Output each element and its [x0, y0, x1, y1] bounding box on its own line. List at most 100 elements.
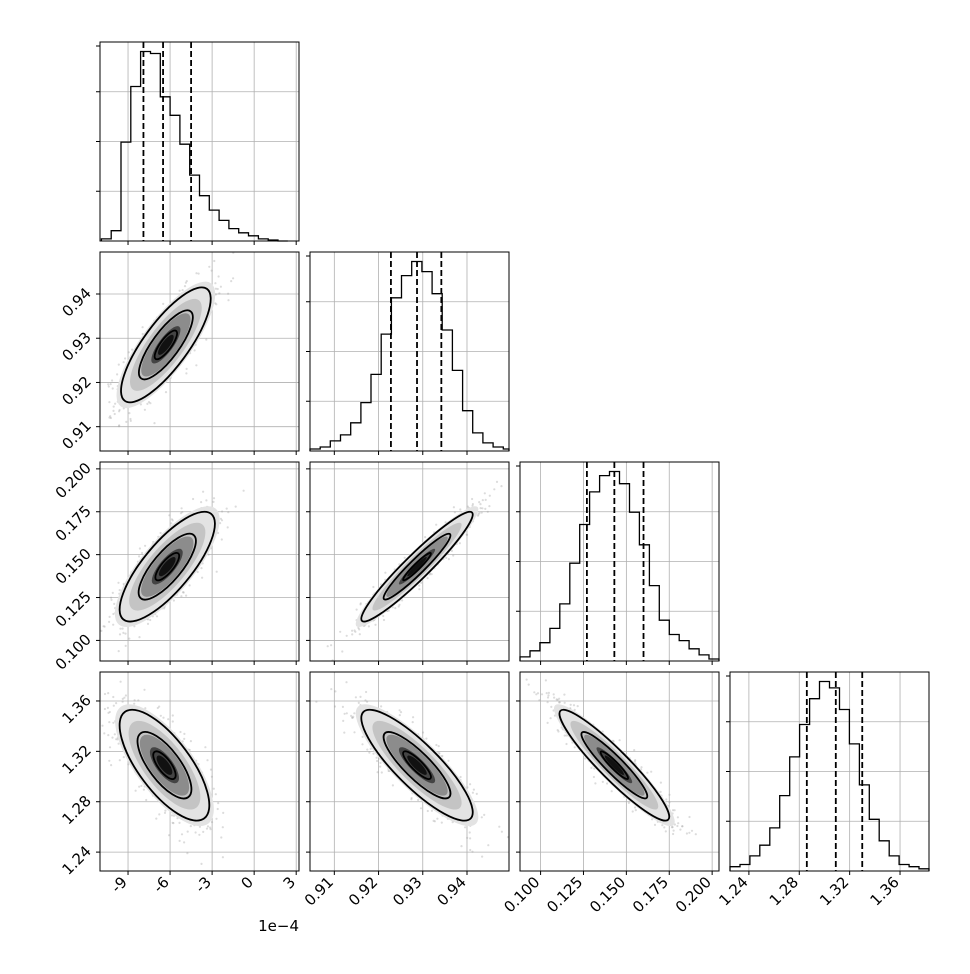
sample-point — [365, 691, 367, 693]
sample-point — [211, 821, 213, 823]
sample-point — [179, 840, 181, 842]
sample-point — [590, 767, 592, 769]
sample-point — [125, 694, 127, 696]
sample-point — [478, 512, 480, 514]
sample-point — [464, 826, 466, 828]
sample-point — [640, 766, 642, 768]
sample-point — [220, 836, 222, 838]
sample-point — [485, 499, 487, 501]
sample-point — [103, 625, 105, 627]
sample-point — [142, 326, 144, 328]
sample-point — [92, 628, 94, 630]
sample-point — [112, 592, 114, 594]
sample-point — [192, 498, 194, 500]
sample-point — [412, 721, 414, 723]
sample-point — [488, 505, 490, 507]
sample-point — [361, 743, 363, 745]
sample-point — [222, 856, 224, 858]
sample-point — [123, 697, 125, 699]
sample-point — [113, 705, 115, 707]
sample-point — [206, 828, 208, 830]
sample-point — [445, 557, 447, 559]
scatter-panel-1-3 — [310, 672, 509, 871]
sample-point — [460, 776, 462, 778]
sample-point — [118, 743, 120, 745]
sample-point — [352, 716, 354, 718]
sample-point — [372, 586, 374, 588]
sample-point — [108, 621, 110, 623]
sample-point — [123, 361, 125, 363]
sample-point — [381, 771, 383, 773]
sample-point — [112, 410, 114, 412]
sample-point — [108, 721, 110, 723]
sample-point — [170, 522, 172, 524]
panel-content — [520, 659, 719, 871]
sample-point — [342, 706, 344, 708]
sample-point — [480, 507, 482, 509]
sample-point — [89, 716, 91, 718]
sample-point — [112, 696, 114, 698]
sample-point — [417, 799, 419, 801]
sample-point — [345, 681, 347, 683]
sample-point — [220, 286, 222, 288]
sample-point — [124, 633, 126, 635]
sample-point — [215, 288, 217, 290]
sample-point — [473, 789, 475, 791]
sample-point — [435, 524, 437, 526]
panel-content — [310, 672, 509, 871]
sample-point — [372, 753, 374, 755]
sample-point — [182, 289, 184, 291]
sample-point — [222, 812, 224, 814]
sample-point — [243, 490, 245, 492]
sample-point — [122, 632, 124, 634]
panel-content — [74, 247, 299, 454]
sample-point — [379, 766, 381, 768]
sample-point — [107, 692, 109, 694]
sample-point — [671, 826, 673, 828]
sample-point — [366, 749, 368, 751]
sample-point — [351, 630, 353, 632]
sample-point — [441, 822, 443, 824]
sample-point — [164, 810, 166, 812]
sample-point — [200, 863, 202, 865]
sample-point — [195, 272, 197, 274]
sample-point — [379, 762, 381, 764]
sample-point — [215, 818, 217, 820]
sample-point — [563, 694, 565, 696]
sample-point — [129, 418, 131, 420]
sample-point — [217, 802, 219, 804]
sample-point — [112, 387, 114, 389]
sample-point — [211, 776, 213, 778]
sample-point — [125, 421, 127, 423]
sample-point — [357, 627, 359, 629]
sample-point — [330, 644, 332, 646]
sample-point — [438, 745, 440, 747]
sample-point — [334, 705, 336, 707]
sample-point — [650, 771, 652, 773]
sample-point — [431, 810, 433, 812]
sample-point — [422, 731, 424, 733]
sample-point — [178, 822, 180, 824]
sample-point — [183, 738, 185, 740]
sample-point — [179, 290, 181, 292]
sample-point — [676, 825, 678, 827]
sample-point — [611, 790, 613, 792]
sample-point — [115, 702, 117, 704]
sample-point — [143, 789, 145, 791]
sample-point — [186, 280, 188, 282]
sample-point — [400, 711, 402, 713]
sample-point — [139, 547, 141, 549]
sample-point — [204, 746, 206, 748]
sample-point — [350, 715, 352, 717]
sample-point — [160, 715, 162, 717]
sample-point — [172, 822, 174, 824]
sample-point — [418, 584, 420, 586]
sample-point — [181, 507, 183, 509]
sample-point — [107, 707, 109, 709]
sample-point — [108, 401, 110, 403]
sample-point — [339, 631, 341, 633]
sample-point — [181, 833, 183, 835]
panel-content — [90, 462, 299, 673]
sample-point — [364, 699, 366, 701]
